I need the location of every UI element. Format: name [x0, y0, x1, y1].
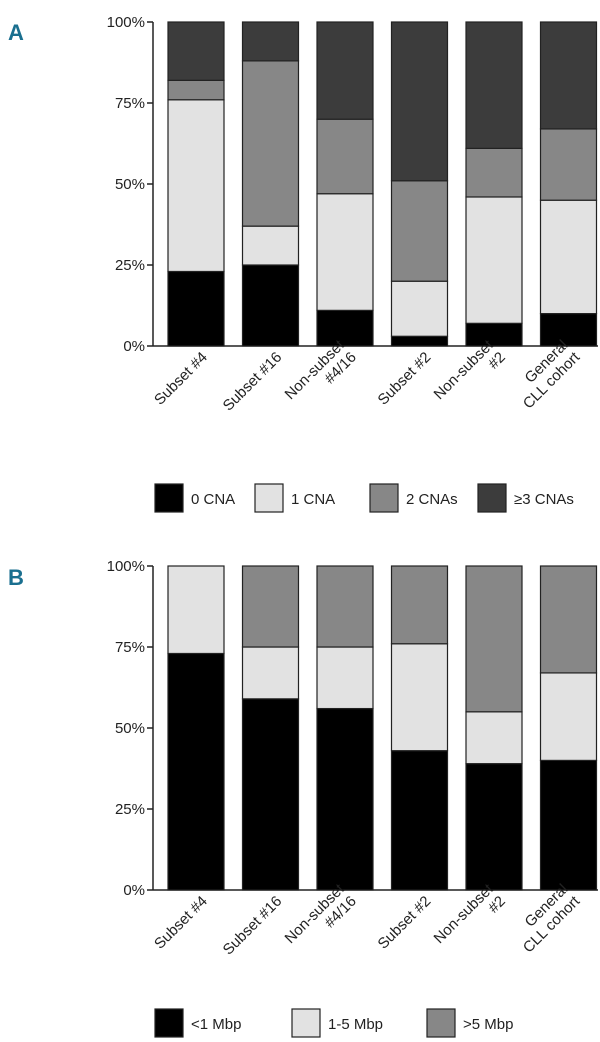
- x-category-label: GeneralCLL cohort: [508, 880, 584, 956]
- legend-swatch: [291, 1008, 321, 1038]
- legend-swatch: [426, 1008, 456, 1038]
- bar-segment: [316, 21, 374, 120]
- bar-segment: [241, 21, 300, 62]
- panel-label-a: A: [8, 20, 24, 45]
- x-category-label: Non-subset#2: [431, 336, 510, 415]
- bar-segment: [316, 309, 374, 347]
- x-category-label: Non-subset#2: [431, 880, 510, 959]
- bar-segment: [390, 21, 449, 182]
- legend-label: <1 Mbp: [191, 1016, 241, 1033]
- bar-segment: [465, 565, 523, 713]
- bar-segment: [465, 322, 523, 347]
- bar-segment: [465, 147, 523, 198]
- bar-segment: [390, 643, 449, 752]
- legend-label: >5 Mbp: [463, 1016, 513, 1033]
- bar-segment: [316, 118, 374, 195]
- legend-swatch: [154, 483, 184, 513]
- bar-segment: [241, 646, 300, 700]
- bar-segment: [539, 21, 598, 130]
- bar-segment: [167, 99, 225, 273]
- legend-swatch: [477, 483, 507, 513]
- bar-segment: [316, 193, 374, 311]
- legend-label: ≥3 CNAs: [514, 491, 574, 508]
- bar-segment: [465, 21, 523, 149]
- bar-segment: [316, 565, 374, 648]
- bar-segment: [167, 565, 225, 655]
- bar-segment: [390, 565, 449, 645]
- x-category-label: Subset #4: [151, 349, 211, 409]
- legend-swatch: [369, 483, 399, 513]
- y-tick-label: 50%: [115, 176, 145, 193]
- bar-segment: [390, 750, 449, 891]
- panel-label-b: B: [8, 565, 24, 590]
- legend-label: 2 CNAs: [406, 491, 458, 508]
- bar-segment: [241, 698, 300, 891]
- y-tick-label: 100%: [107, 558, 145, 575]
- x-category-label: Non-subset#4/16: [282, 336, 361, 415]
- x-category-label: Subset #4: [151, 893, 211, 953]
- bar-segment: [465, 711, 523, 765]
- bar-segment: [465, 763, 523, 891]
- x-category-label: GeneralCLL cohort: [508, 336, 584, 412]
- bar-segment: [241, 264, 300, 347]
- bar-segment: [539, 313, 598, 347]
- x-category-label: Non-subset#4/16: [282, 880, 361, 959]
- legend-label: 1 CNA: [291, 491, 335, 508]
- chart-a-cna-count: 0%25%50%75%100%Subset #4 Subset #16Non-su…: [107, 14, 598, 513]
- bar-segment: [167, 21, 225, 81]
- bar-segment: [539, 565, 598, 674]
- y-tick-label: 25%: [115, 257, 145, 274]
- y-tick-label: 25%: [115, 801, 145, 818]
- bar-segment: [241, 225, 300, 266]
- chart-b-cna-size: 0%25%50%75%100%Subset #4 Subset #16Non-su…: [107, 558, 598, 1038]
- bar-segment: [465, 196, 523, 324]
- bar-segment: [167, 79, 225, 101]
- bar-segment: [390, 180, 449, 282]
- bar-segment: [167, 270, 225, 347]
- x-category-label: Subset #2: [375, 349, 435, 409]
- x-category-label: Subset #16: [220, 893, 286, 959]
- bar-segment: [316, 646, 374, 710]
- bar-segment: [390, 335, 449, 347]
- y-tick-label: 0%: [123, 882, 145, 899]
- x-category-label: Subset #16: [220, 349, 286, 415]
- bar-segment: [241, 565, 300, 648]
- y-tick-label: 75%: [115, 639, 145, 656]
- bar-segment: [167, 652, 225, 891]
- y-tick-label: 0%: [123, 338, 145, 355]
- y-tick-label: 100%: [107, 14, 145, 31]
- bar-segment: [316, 707, 374, 891]
- bar-segment: [539, 672, 598, 761]
- legend-swatch: [254, 483, 284, 513]
- bar-segment: [539, 759, 598, 891]
- bar-segment: [241, 60, 300, 227]
- y-tick-label: 50%: [115, 720, 145, 737]
- bar-segment: [539, 199, 598, 315]
- bar-segment: [390, 280, 449, 337]
- legend-label: 0 CNA: [191, 491, 235, 508]
- bar-segment: [539, 128, 598, 201]
- legend-swatch: [154, 1008, 184, 1038]
- y-tick-label: 75%: [115, 95, 145, 112]
- x-category-label: Subset #2: [375, 893, 435, 953]
- legend-label: 1-5 Mbp: [328, 1016, 383, 1033]
